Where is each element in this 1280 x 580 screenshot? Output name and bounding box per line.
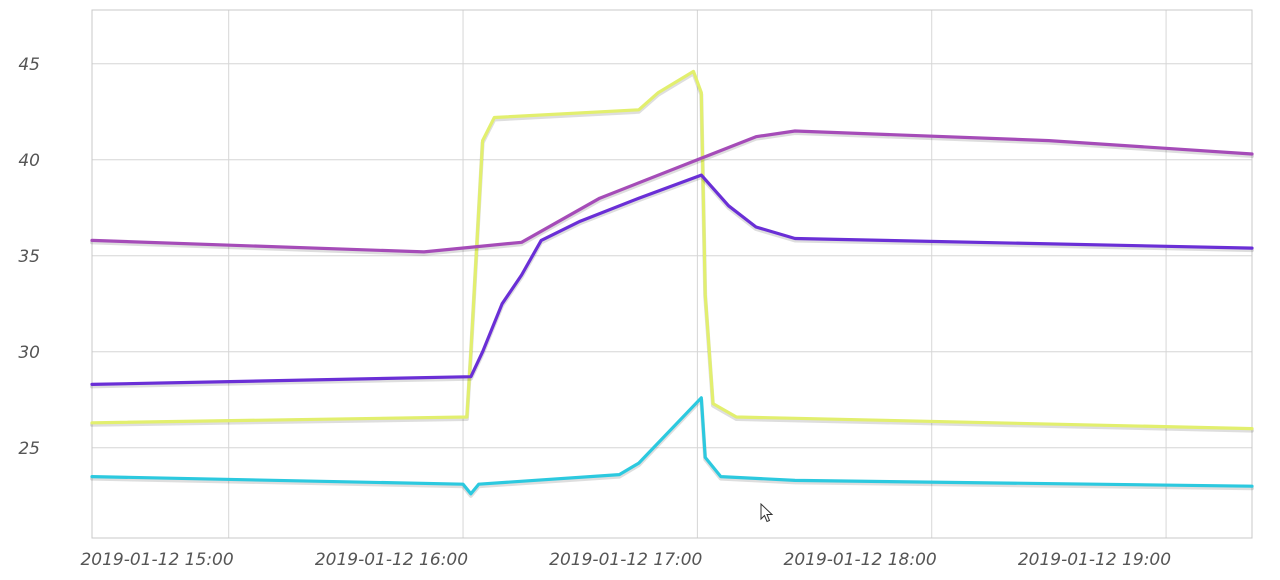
series-4-line: [90, 396, 1254, 496]
x-tick-label: 2019-01-12 18:00: [784, 550, 937, 570]
y-tick-label: 25: [18, 439, 40, 459]
y-axis-tick-labels: 25 30 35 40 45: [18, 55, 40, 459]
x-tick-label: 2019-01-12 17:00: [549, 550, 702, 570]
mouse-pointer-icon: [760, 503, 774, 523]
series-3-line: [90, 173, 1254, 386]
series-3-shadow: [90, 175, 1254, 389]
y-tick-label: 35: [18, 247, 40, 267]
plot-area-border: [91, 9, 1253, 539]
series-1-line: [90, 69, 1254, 431]
x-gridlines: [228, 10, 1167, 538]
series-lines: [90, 69, 1254, 498]
y-tick-label: 45: [18, 55, 40, 75]
y-tick-label: 30: [18, 343, 40, 363]
series-2-line: [90, 129, 1254, 254]
x-tick-label: 2019-01-12 15:00: [80, 550, 233, 570]
x-tick-label: 2019-01-12 19:00: [1018, 550, 1171, 570]
series-2-shadow: [90, 131, 1254, 256]
x-axis-tick-labels: 2019-01-12 15:00 2019-01-12 16:00 2019-01-…: [80, 550, 1171, 570]
x-tick-label: 2019-01-12 16:00: [315, 550, 468, 570]
y-gridlines: [92, 63, 1252, 449]
y-tick-label: 40: [18, 151, 40, 171]
series-1-shadow: [90, 71, 1254, 433]
